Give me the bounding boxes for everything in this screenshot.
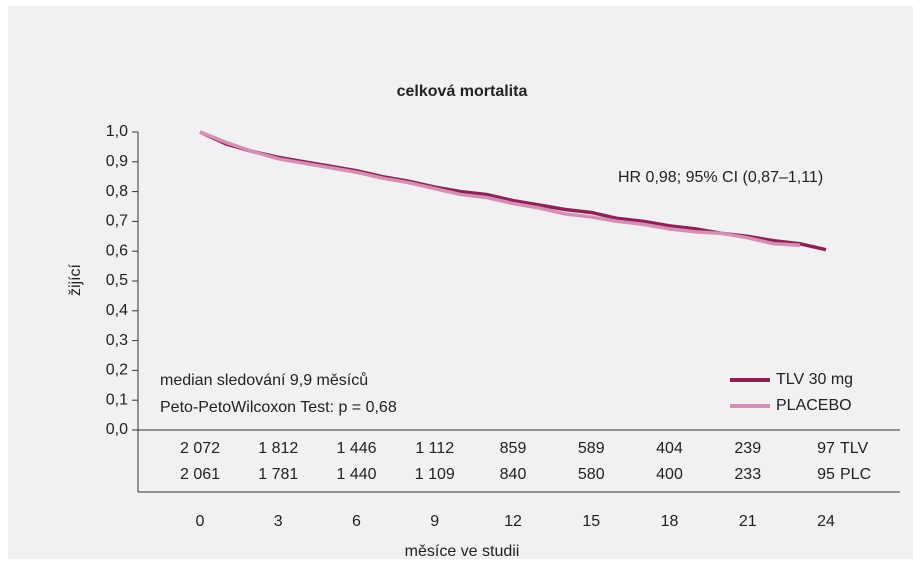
at-risk-name: TLV <box>840 440 868 457</box>
y-tick-label: 0,2 <box>106 362 128 379</box>
at-risk-count: 1 109 <box>415 466 455 483</box>
at-risk-count: 97 <box>817 440 835 457</box>
x-tick-label: 21 <box>739 513 757 530</box>
x-tick-label: 18 <box>661 513 679 530</box>
at-risk-count: 2 072 <box>180 440 220 457</box>
annotation: median sledování 9,9 měsíců <box>160 371 368 389</box>
at-risk-count: 400 <box>656 466 683 483</box>
annotation: Peto-PetoWilcoxon Test: p = 0,68 <box>160 399 397 416</box>
at-risk-count: 2 061 <box>180 466 220 483</box>
series-line <box>199 130 801 247</box>
at-risk-count: 1 812 <box>258 440 298 457</box>
x-tick-label: 6 <box>352 513 361 530</box>
at-risk-count: 859 <box>500 440 527 457</box>
at-risk-count: 1 781 <box>258 466 298 483</box>
y-tick-label: 0,9 <box>106 153 128 170</box>
at-risk-count: 589 <box>578 440 605 457</box>
at-risk-count: 404 <box>656 440 683 457</box>
x-tick-label: 15 <box>582 513 600 530</box>
y-tick-label: 0,8 <box>106 183 128 200</box>
legend-label: PLACEBO <box>776 397 852 414</box>
x-tick-label: 9 <box>430 513 439 530</box>
y-tick-label: 0,7 <box>106 213 128 230</box>
y-tick-label: 0,3 <box>106 332 128 349</box>
y-tick-label: 1,0 <box>106 123 128 140</box>
y-axis-label: žijící <box>67 263 84 296</box>
x-tick-label: 24 <box>817 513 835 530</box>
y-tick-label: 0,4 <box>106 302 128 319</box>
panel <box>8 6 913 559</box>
at-risk-count: 580 <box>578 466 605 483</box>
annotation: HR 0,98; 95% CI (0,87–1,11) <box>618 169 823 186</box>
at-risk-count: 1 440 <box>336 466 376 483</box>
y-tick-label: 0,1 <box>106 391 128 408</box>
at-risk-count: 233 <box>734 466 761 483</box>
at-risk-count: 239 <box>734 440 761 457</box>
x-tick-label: 0 <box>196 513 205 530</box>
x-tick-label: 12 <box>504 513 522 530</box>
y-tick-label: 0,0 <box>106 421 128 438</box>
at-risk-name: PLC <box>840 466 871 483</box>
x-axis-label: měsíce ve studii <box>405 543 520 560</box>
y-tick-label: 0,6 <box>106 242 128 259</box>
x-tick-label: 3 <box>274 513 283 530</box>
y-tick-label: 0,5 <box>106 272 128 289</box>
at-risk-count: 1 112 <box>415 440 454 457</box>
at-risk-count: 1 446 <box>336 440 376 457</box>
legend-label: TLV 30 mg <box>776 371 853 388</box>
chart-title: celková mortalita <box>397 83 528 100</box>
at-risk-count: 95 <box>817 466 835 483</box>
at-risk-count: 840 <box>500 466 527 483</box>
